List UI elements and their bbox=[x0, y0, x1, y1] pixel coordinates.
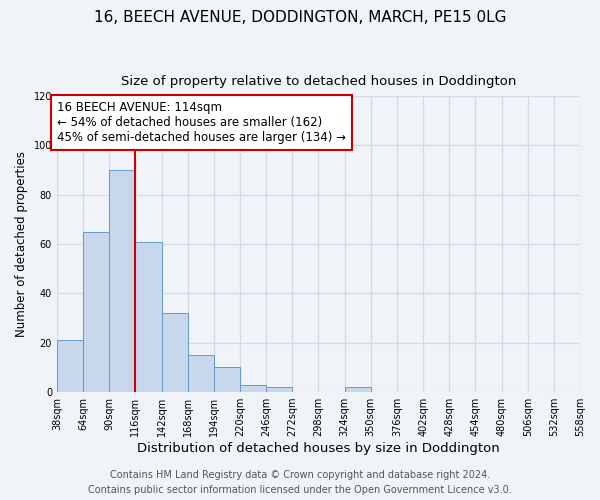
Bar bbox=[109, 170, 136, 392]
Text: Contains HM Land Registry data © Crown copyright and database right 2024.
Contai: Contains HM Land Registry data © Crown c… bbox=[88, 470, 512, 495]
Y-axis label: Number of detached properties: Number of detached properties bbox=[15, 151, 28, 337]
Bar bbox=[240, 384, 266, 392]
Text: 16, BEECH AVENUE, DODDINGTON, MARCH, PE15 0LG: 16, BEECH AVENUE, DODDINGTON, MARCH, PE1… bbox=[94, 10, 506, 25]
Text: 16 BEECH AVENUE: 114sqm
← 54% of detached houses are smaller (162)
45% of semi-d: 16 BEECH AVENUE: 114sqm ← 54% of detache… bbox=[57, 101, 346, 144]
Bar bbox=[344, 387, 371, 392]
Bar bbox=[57, 340, 83, 392]
Bar bbox=[161, 313, 188, 392]
Bar bbox=[266, 387, 292, 392]
Bar bbox=[214, 368, 240, 392]
X-axis label: Distribution of detached houses by size in Doddington: Distribution of detached houses by size … bbox=[137, 442, 500, 455]
Bar bbox=[188, 355, 214, 392]
Bar bbox=[83, 232, 109, 392]
Title: Size of property relative to detached houses in Doddington: Size of property relative to detached ho… bbox=[121, 75, 516, 88]
Bar bbox=[136, 242, 161, 392]
